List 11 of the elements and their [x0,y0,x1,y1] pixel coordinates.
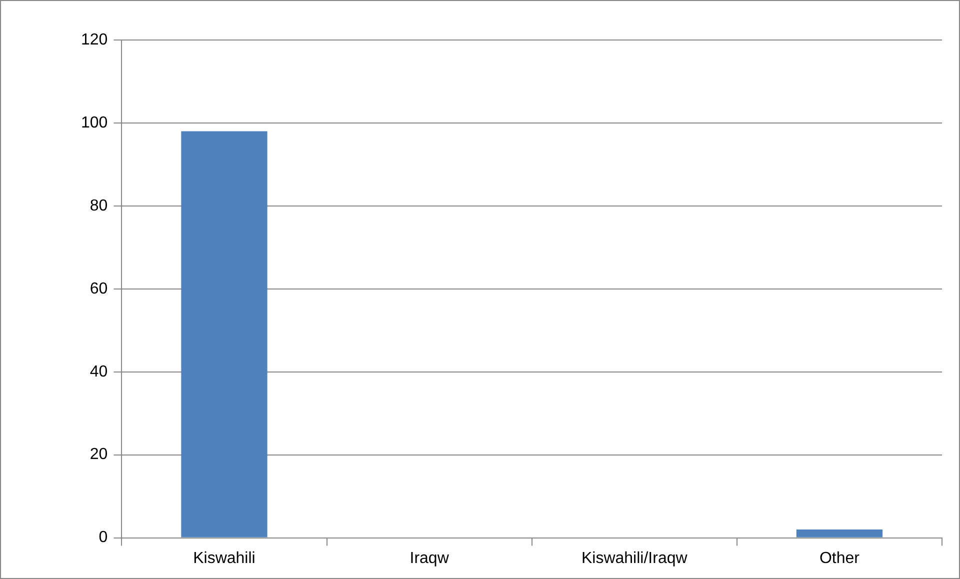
y-tick-label: 100 [80,114,108,132]
y-tick-label: 0 [98,529,108,546]
x-tick-label: Kiswahili/Iraqw [581,550,688,567]
x-tick-label: Other [819,550,860,567]
y-tick-label: 40 [90,363,108,380]
y-tick-label: 60 [90,280,108,298]
y-tick-label: 20 [90,446,108,464]
y-tick-label: 120 [80,31,108,48]
x-tick-label: Kiswahili [193,550,256,567]
x-tick-label: Iraqw [410,550,450,567]
y-tick-label: 80 [90,197,108,214]
